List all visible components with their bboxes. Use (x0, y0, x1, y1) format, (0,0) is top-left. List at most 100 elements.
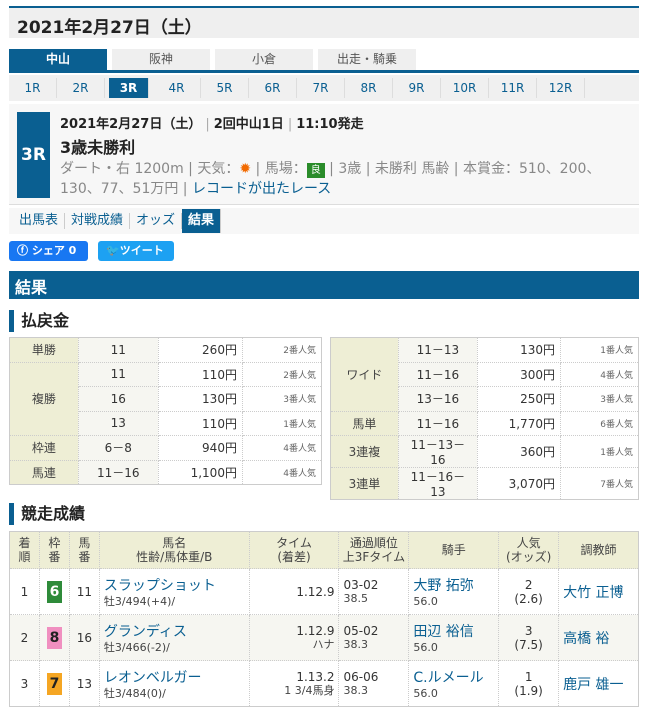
weather-label: 天気： (197, 161, 240, 177)
cell: 7 (38, 660, 70, 707)
subnav-link[interactable]: オッズ (130, 213, 183, 229)
payout: 1,770円 (476, 410, 561, 436)
race-meta: 2021年2月27日（土） | 2回中山1日 | 11:10発走 (60, 117, 364, 132)
payout: 130円 (157, 386, 243, 412)
bet-type: 馬単 (330, 410, 399, 436)
race-tab-8R[interactable]: 8R (345, 78, 393, 98)
combination: 11 (77, 337, 159, 363)
payout: 250円 (476, 386, 561, 412)
cell: グランディス 牡3/466(-2)/ (98, 614, 250, 661)
race-number-badge: 3R (17, 112, 50, 198)
payout: 110円 (157, 410, 243, 436)
race-tab-2R[interactable]: 2R (57, 78, 105, 98)
race-meeting: 2回中山1日 (213, 117, 284, 132)
record-race-link[interactable]: レコードが出たレース (191, 181, 332, 197)
tweet-button[interactable]: 🐦ツイート (98, 241, 174, 261)
header-line: 馬名 (162, 536, 187, 550)
payout: 3,070円 (476, 467, 561, 500)
cell: 高橋 裕 (558, 614, 639, 661)
horse-name-link[interactable]: レオンベルガー (103, 670, 202, 686)
venue-tab[interactable]: 出走・騎乗 (318, 49, 416, 70)
race-tab-3R[interactable]: 3R (109, 78, 149, 98)
payout: 110円 (157, 361, 243, 387)
trainer-link[interactable]: 高橋 裕 (563, 630, 610, 647)
payout: 300円 (476, 361, 561, 387)
header-line: 騎手 (441, 543, 466, 557)
header-line: 性齢/馬体重/B (136, 550, 213, 564)
jockey-link[interactable]: 大野 拓弥 (413, 578, 474, 594)
horse-name-link[interactable]: スラップショット (103, 578, 216, 594)
cell: 1.13.2 1 3/4馬身 (248, 660, 340, 707)
race-info: 3R 2021年2月27日（土） | 2回中山1日 | 11:10発走 3歳未勝利 ダー… (9, 104, 639, 205)
payout-row: 馬単 11－16 1,770円 6番人気 (330, 410, 640, 436)
odds: (1.9) (514, 683, 543, 698)
combination: 16 (77, 386, 159, 412)
jockey-link[interactable]: 田辺 裕信 (413, 624, 474, 640)
column-header: 人気 (オッズ) (498, 531, 560, 569)
margin: 1 3/4馬身 (284, 684, 335, 697)
payout-row: ワイド 11－13 130円 1番人気 (330, 337, 640, 412)
payout-row: 16 130円 3番人気 (10, 386, 323, 412)
horse-info: 牡3/466(-2)/ (103, 641, 170, 654)
venue-tabs: 中山 阪神 小倉 出走・騎乗 (9, 49, 639, 73)
popularity: 1 (524, 669, 533, 684)
horse-name-link[interactable]: グランディス (103, 624, 187, 640)
trainer-link[interactable]: 鹿戸 雄一 (563, 676, 624, 693)
popularity: 2番人気 (241, 337, 323, 363)
race-tab-7R[interactable]: 7R (297, 78, 345, 98)
subnav-link[interactable]: 結果 (182, 209, 222, 233)
race-tab-5R[interactable]: 5R (201, 78, 249, 98)
popularity: 6番人気 (559, 410, 640, 436)
header-line: 上3Fタイム (342, 550, 406, 564)
race-tab-6R[interactable]: 6R (249, 78, 297, 98)
race-tab-4R[interactable]: 4R (153, 78, 201, 98)
cell: 3 (7.5) (498, 614, 560, 661)
cell: 2 (2.6) (498, 568, 560, 615)
finish-time: 1.12.9 (296, 624, 335, 638)
cell: レオンベルガー 牡3/484(0)/ (98, 660, 250, 707)
jockey-link[interactable]: C.ルメール (413, 670, 484, 686)
column-header: 馬名 性齢/馬体重/B (98, 531, 250, 569)
course: ダート・右 1200m (60, 161, 184, 177)
race-tab-11R[interactable]: 11R (489, 78, 537, 98)
venue-tab[interactable]: 小倉 (215, 49, 313, 70)
cell: 11 (68, 568, 100, 615)
share-buttons: ⓕ シェア 0 🐦ツイート (9, 241, 639, 261)
cell: 1 (1.9) (498, 660, 560, 707)
facebook-share-button[interactable]: ⓕ シェア 0 (9, 241, 88, 261)
payout-table-left: 単勝 11 260円 2番人気 複勝 11 110円 2番人気 16 130円 3番人気 13 110円… (9, 337, 323, 485)
frame-number-badge: 8 (46, 626, 62, 649)
trainer-link[interactable]: 大竹 正博 (563, 584, 624, 601)
frame-number-badge: 7 (46, 672, 62, 695)
combination: 11－16 (397, 361, 478, 387)
table-row: 2 8 16 グランディス 牡3/466(-2)/1.12.9 ハナ 05-02 38.3 田辺… (9, 614, 639, 661)
race-tab-9R[interactable]: 9R (393, 78, 441, 98)
race-tab-12R[interactable]: 12R (537, 78, 585, 98)
horse-number: 16 (76, 630, 93, 645)
finish-position: 1 (20, 584, 29, 599)
cell: 13 (68, 660, 100, 707)
column-header: 着順 (9, 531, 40, 569)
horse-number: 13 (76, 676, 93, 691)
venue-tab[interactable]: 阪神 (112, 49, 210, 70)
venue-tab[interactable]: 中山 (9, 49, 107, 70)
bet-type: 馬連 (9, 459, 79, 485)
popularity: 3番人気 (559, 386, 640, 412)
header-line: 番 (48, 550, 61, 564)
table-row: 3 7 13 レオンベルガー 牡3/484(0)/1.13.2 1 3/4馬身 06-06 3… (9, 660, 639, 707)
race-tab-10R[interactable]: 10R (441, 78, 489, 98)
payout-row: 馬連 11－16 1,100円 4番人気 (9, 459, 323, 485)
payout: 940円 (157, 435, 243, 461)
race-conditions: ダート・右 1200m | 天気：✹ | 馬場：良 | 3歳 | 未勝利 馬齢 … (60, 161, 601, 197)
last-3f: 38.3 (343, 638, 368, 651)
odds: (2.6) (514, 591, 543, 606)
cell: 1.12.9 (248, 568, 340, 615)
combination: 11－13－16 (397, 435, 478, 468)
cell: 03-02 38.5 (338, 568, 410, 615)
subnav-link[interactable]: 出馬表 (13, 213, 66, 229)
cell: 1 (9, 568, 40, 615)
race-class: 未勝利 馬齢 (374, 161, 450, 177)
race-tab-1R[interactable]: 1R (9, 78, 57, 98)
popularity: 1番人気 (559, 337, 640, 363)
subnav-link[interactable]: 対戦成績 (65, 213, 131, 229)
